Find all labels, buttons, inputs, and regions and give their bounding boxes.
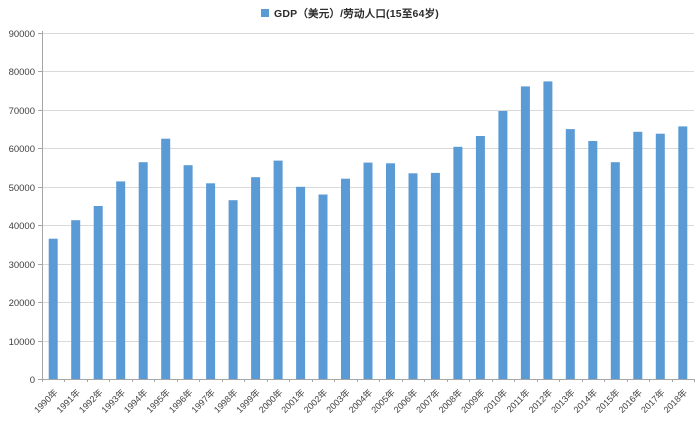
bar	[71, 220, 81, 379]
x-axis-tick-label: 2015年	[593, 387, 621, 415]
bar	[520, 86, 530, 380]
bar	[498, 111, 508, 379]
chart-legend: GDP（美元）/劳动人口(15至64岁)	[0, 4, 700, 22]
y-axis-tick-label: 70000	[9, 106, 35, 117]
bar	[543, 81, 553, 380]
bar	[453, 146, 463, 379]
bar	[475, 136, 485, 379]
x-axis-tick-label: 2002年	[301, 387, 329, 415]
x-axis-tick-label: 2007年	[414, 387, 442, 415]
legend-marker-icon	[260, 9, 269, 17]
x-axis-tick-label: 2004年	[346, 387, 374, 415]
x-axis-tick-label: 2017年	[638, 387, 666, 415]
x-axis-tick-label: 2014年	[571, 387, 599, 415]
x-axis-tick-label: 1997年	[189, 387, 217, 415]
bar	[48, 238, 58, 379]
bar	[408, 173, 418, 379]
bar	[116, 181, 126, 379]
bar	[206, 183, 216, 379]
y-axis-tick-label: 20000	[9, 298, 35, 309]
x-axis-tick-label: 2000年	[256, 387, 284, 415]
legend-series-label: GDP（美元）/劳动人口(15至64岁)	[273, 7, 440, 20]
bar	[161, 138, 171, 379]
x-axis-tick-label: 1998年	[211, 387, 239, 415]
x-axis-tick-label: 1992年	[76, 387, 104, 415]
x-axis-tick-label: 2001年	[279, 387, 307, 415]
x-axis-tick-label: 1999年	[234, 387, 262, 415]
x-axis-tick-label: 1996年	[166, 387, 194, 415]
x-axis-tick-label: 2011年	[504, 387, 532, 415]
x-axis-tick-label: 2003年	[324, 387, 352, 415]
bar	[655, 133, 665, 379]
bar	[363, 162, 373, 379]
x-axis-tick-label: 1993年	[99, 387, 127, 415]
bar	[633, 131, 643, 379]
x-axis-tick-label: 2018年	[661, 387, 689, 415]
y-axis-tick-label: 0	[30, 375, 35, 386]
bar	[273, 160, 283, 379]
x-axis-tick-label: 2006年	[391, 387, 419, 415]
x-axis-tick-label: 1990年	[31, 387, 59, 415]
bar	[251, 177, 261, 379]
x-axis-tick-label: 1994年	[121, 387, 149, 415]
bar	[678, 126, 688, 380]
y-axis-tick-label: 50000	[9, 183, 35, 194]
bar	[341, 178, 350, 379]
bar	[318, 194, 328, 379]
y-axis-tick-label: 90000	[9, 29, 35, 40]
bar	[386, 163, 395, 379]
x-axis-tick-label: 2008年	[436, 387, 464, 415]
y-axis-tick-label: 80000	[9, 67, 35, 78]
y-axis-tick-label: 40000	[9, 221, 35, 232]
bar	[183, 165, 193, 379]
x-axis-tick-label: 1991年	[54, 387, 82, 415]
bar	[430, 172, 440, 379]
bar	[565, 129, 575, 379]
x-axis-tick-label: 2009年	[459, 387, 487, 415]
bar	[228, 200, 238, 379]
y-axis-tick-label: 60000	[9, 144, 35, 155]
x-axis-tick-label: 1995年	[144, 387, 172, 415]
bar	[93, 206, 103, 379]
bar	[610, 162, 620, 379]
x-axis-tick-label: 2010年	[481, 387, 509, 415]
bar	[138, 162, 148, 379]
y-axis-tick-label: 10000	[9, 337, 35, 348]
bar	[296, 186, 306, 379]
x-axis-tick-label: 2012年	[526, 387, 554, 415]
x-axis-tick-label: 2005年	[369, 387, 397, 415]
x-axis-tick-label: 2016年	[616, 387, 644, 415]
y-axis-tick-label: 30000	[9, 260, 35, 271]
bar	[588, 141, 598, 379]
x-axis-tick-label: 2013年	[548, 387, 576, 415]
